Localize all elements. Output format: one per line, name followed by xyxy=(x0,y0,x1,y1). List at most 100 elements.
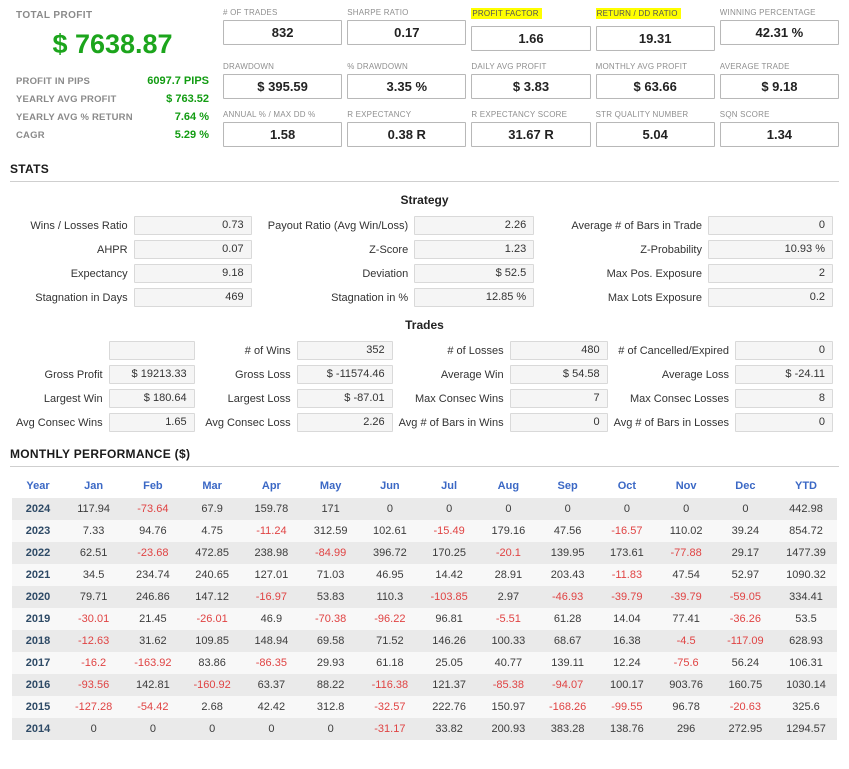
monthly-row: 2024 117.94 -73.64 67.9 159.78 171 0 0 0 0 0 0 0 442.… xyxy=(12,498,837,520)
summary-row-label: YEARLY AVG % RETURN xyxy=(16,112,133,123)
monthly-value-cell: -70.38 xyxy=(315,613,347,625)
monthly-value-cell: -117.09 xyxy=(727,635,764,647)
monthly-value-cell: 0 xyxy=(327,723,334,735)
monthly-value-cell: 139.95 xyxy=(550,547,585,559)
stat-label: Gross Profit xyxy=(44,368,103,381)
stat-label: Avg # of Bars in Wins xyxy=(398,416,504,429)
monthly-column-header: Aug xyxy=(497,480,520,492)
monthly-value-cell: -39.79 xyxy=(611,591,643,603)
summary-row: PROFIT IN PIPS 6097.7 PIPS xyxy=(16,72,209,90)
monthly-row: 2015 -127.28 -54.42 2.68 42.42 312.8 -32.57 222… xyxy=(12,696,837,718)
monthly-value-cell: 0 xyxy=(742,503,749,515)
monthly-value-cell: 0 xyxy=(90,723,97,735)
metric-cell: DRAWDOWN $ 395.59 xyxy=(223,62,343,99)
stat-label: Max Pos. Exposure xyxy=(606,267,702,280)
metric-label: # OF TRADES xyxy=(223,8,278,17)
monthly-value-cell: 61.28 xyxy=(553,613,582,625)
monthly-year-cell: 2016 xyxy=(25,679,51,691)
stat-value-box: 0.07 xyxy=(133,240,252,259)
monthly-year-cell: 2018 xyxy=(25,635,51,647)
monthly-value-cell: 96.81 xyxy=(435,613,463,625)
monthly-column-header: Jul xyxy=(441,480,458,492)
metric-label: R EXPECTANCY xyxy=(347,110,412,119)
monthly-value-cell: 160.75 xyxy=(728,679,763,691)
monthly-value-cell: -20.63 xyxy=(729,701,761,713)
monthly-value-cell: 396.72 xyxy=(373,547,407,559)
stat-label: Avg Consec Wins xyxy=(16,416,103,429)
stat-label: Z-Probability xyxy=(640,243,702,256)
monthly-header-row: Year Jan Feb Mar Apr May Jun Jul Aug Sep Oct Nov Dec… xyxy=(12,474,837,498)
metric-value-box: $ 9.18 xyxy=(719,74,839,99)
monthly-row: 2022 62.51 -23.68 472.85 238.98 -84.99 396.72 1… xyxy=(12,542,837,564)
monthly-value-cell: 854.72 xyxy=(789,525,823,537)
monthly-value-cell: 88.22 xyxy=(316,679,345,691)
monthly-row: 2019 -30.01 21.45 -26.01 46.9 -70.38 -96.22 96.… xyxy=(12,608,837,630)
monthly-value-cell: 2.68 xyxy=(201,701,223,713)
metric-cell: R EXPECTANCY 0.38 R xyxy=(347,110,467,147)
monthly-value-cell: 628.93 xyxy=(789,635,823,647)
monthly-value-cell: -4.5 xyxy=(676,635,696,647)
monthly-year-cell: 2023 xyxy=(25,525,51,537)
stat-label: Stagnation in % xyxy=(331,291,409,304)
stat-label: Largest Loss xyxy=(227,392,291,405)
monthly-value-cell: 53.83 xyxy=(316,591,345,603)
monthly-column-header: Jun xyxy=(380,480,400,492)
monthly-value-cell: 1477.39 xyxy=(786,547,826,559)
stat-value-box: 9.18 xyxy=(133,264,252,283)
monthly-year-cell: 2021 xyxy=(25,569,51,581)
monthly-value-cell: 71.52 xyxy=(376,635,404,647)
monthly-row: 2014 0 0 0 0 0 -31.17 33.82 200.93 383.28 138.76 29… xyxy=(12,718,837,740)
monthly-value-cell: -163.92 xyxy=(134,657,172,669)
monthly-value-cell: -30.01 xyxy=(78,613,110,625)
metric-cell: R EXPECTANCY SCORE 31.67 R xyxy=(471,110,591,147)
stat-label: Avg # of Bars in Losses xyxy=(613,416,729,429)
monthly-value-cell: 42.42 xyxy=(257,701,286,713)
summary-row: YEARLY AVG PROFIT $ 763.52 xyxy=(16,90,209,108)
metric-cell: STR QUALITY NUMBER 5.04 xyxy=(595,110,715,147)
metric-value-box: 0.38 R xyxy=(347,122,467,147)
monthly-value-cell: -168.26 xyxy=(548,701,587,713)
monthly-value-cell: 109.85 xyxy=(195,635,229,647)
stat-value-box: 8 xyxy=(734,389,833,408)
metric-label: DRAWDOWN xyxy=(223,62,275,71)
monthly-value-cell: 102.61 xyxy=(373,525,407,537)
metric-value-box: 42.31 % xyxy=(719,20,839,45)
summary-row-value: 6097.7 PIPS xyxy=(147,75,209,87)
monthly-row: 2021 34.5 234.74 240.65 127.01 71.03 46.95 14.4… xyxy=(12,564,837,586)
monthly-value-cell: 40.77 xyxy=(494,657,523,669)
stat-value-box: $ -87.01 xyxy=(296,389,393,408)
stat-value-box: 2.26 xyxy=(296,413,393,432)
monthly-row: 2023 7.33 94.76 4.75 -11.24 312.59 102.61 -15.4… xyxy=(12,520,837,542)
monthly-value-cell: 28.91 xyxy=(494,569,523,581)
stat-value-box: 1.23 xyxy=(414,240,535,259)
stat-value-box: 1.65 xyxy=(108,413,195,432)
metric-value-box: 1.34 xyxy=(719,122,839,147)
monthly-value-cell: 203.43 xyxy=(550,569,585,581)
monthly-value-cell: 246.86 xyxy=(136,591,170,603)
monthly-value-cell: 31.62 xyxy=(139,635,167,647)
monthly-value-cell: 179.16 xyxy=(491,525,526,537)
monthly-value-cell: 240.65 xyxy=(195,569,229,581)
monthly-row: 2016 -93.56 142.81 -160.92 63.37 88.22 -116.38… xyxy=(12,674,837,696)
monthly-value-cell: 234.74 xyxy=(136,569,170,581)
metric-cell: RETURN / DD RATIO 19.31 xyxy=(595,8,715,51)
metric-value-box: 5.04 xyxy=(595,122,715,147)
summary-row-label: PROFIT IN PIPS xyxy=(16,76,91,87)
monthly-value-cell: 110.3 xyxy=(376,591,404,603)
monthly-value-cell: 272.95 xyxy=(728,723,763,735)
monthly-value-cell: 139.11 xyxy=(551,657,585,669)
monthly-column-header: Mar xyxy=(202,480,222,492)
monthly-value-cell: 325.6 xyxy=(792,701,820,713)
monthly-value-cell: 312.8 xyxy=(316,701,345,713)
monthly-value-cell: 16.38 xyxy=(613,635,641,647)
monthly-value-cell: -12.63 xyxy=(78,635,110,647)
stat-value-box: $ 54.58 xyxy=(509,365,608,384)
monthly-value-cell: 56.24 xyxy=(731,657,760,669)
stat-value-box: 352 xyxy=(296,341,393,360)
monthly-column-header: Sep xyxy=(557,480,578,492)
monthly-value-cell: 142.81 xyxy=(136,679,170,691)
stat-label: Average Win xyxy=(440,368,504,381)
monthly-value-cell: 33.82 xyxy=(435,723,463,735)
monthly-value-cell: -85.38 xyxy=(492,679,524,691)
monthly-value-cell: 159.78 xyxy=(254,503,289,515)
